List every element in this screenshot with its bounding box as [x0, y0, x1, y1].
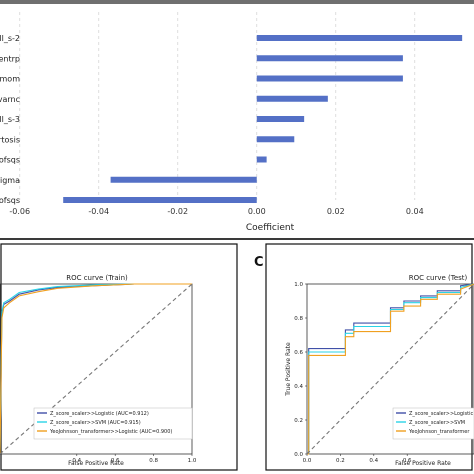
chance-line — [0, 283, 193, 455]
legend-label: Z_score_scaler>>Logistic — [409, 411, 473, 417]
x-tick-label: -0.02 — [167, 207, 188, 216]
top-border — [0, 0, 474, 4]
x-tick-label: 0.4 — [369, 458, 378, 464]
roc-line — [0, 283, 192, 455]
roc-lines — [306, 283, 474, 455]
x-tick-label: -0.06 — [9, 207, 30, 216]
roc-test-chart: C ROC curve (Test) 0.0 0.2 0.4 0.6 0.00.20.… — [254, 243, 474, 471]
y-tick-label: 0.4 — [294, 384, 303, 390]
x-tick-label: 0.8 — [149, 458, 158, 464]
category-label: all_s-3 — [0, 115, 20, 124]
x-tick-labels: 0.4 0.6 0.8 1.0 — [72, 454, 197, 464]
legend-label: Z_score_scaler>>Logistic (AUC=0.912) — [50, 411, 149, 417]
x-axis-label: Coefficient — [246, 223, 295, 233]
panel-frame — [265, 243, 473, 471]
chance-line — [306, 283, 474, 455]
bar — [256, 75, 403, 82]
panel-label: C — [254, 255, 264, 270]
y-tick-label: 0.8 — [294, 316, 303, 322]
category-label: entrp — [0, 54, 20, 63]
x-tick-label: 0.4 — [72, 458, 81, 464]
roc-line — [307, 283, 474, 455]
x-axis-label: False Positive Rate — [395, 460, 451, 467]
plot-area — [306, 283, 474, 455]
panel-divider — [0, 238, 474, 240]
y-tick-label: 1.0 — [294, 282, 303, 288]
bar — [256, 55, 403, 62]
legend-label: YeoJohnson_transformer — [408, 429, 470, 435]
bar — [256, 156, 267, 163]
legend-box — [392, 407, 474, 440]
plot-area — [0, 283, 193, 455]
x-tick-label: 1.0 — [188, 458, 197, 464]
y-tick-label: 0.2 — [294, 418, 303, 424]
x-tick-label: 0.6 — [111, 458, 120, 464]
category-label: all_s-2 — [0, 34, 20, 43]
roc-line — [307, 283, 474, 455]
y-tick-label: 0.6 — [294, 350, 303, 356]
legend-box — [33, 407, 193, 440]
y-axis-label: True Positive Rate — [285, 342, 292, 397]
x-axis-label: False Positive Rate — [68, 460, 124, 467]
y-tick-label: 0.0 — [294, 452, 303, 458]
x-tick-label: 0.0 — [303, 458, 312, 464]
category-label: ofsqs — [0, 156, 20, 165]
grid-lines — [19, 12, 416, 200]
x-tick-label: 0.04 — [406, 207, 424, 216]
x-tick-label: 0.6 — [403, 458, 412, 464]
x-tick-labels: 0.0 0.2 0.4 0.6 — [303, 454, 412, 464]
category-label: ofsqs — [0, 196, 20, 205]
x-tick-labels: -0.06 -0.04 -0.02 0.00 0.02 0.04 — [9, 207, 423, 216]
roc-line — [307, 283, 474, 455]
bar — [256, 116, 305, 122]
bar — [256, 35, 463, 41]
legend-label: YeoJohnson_transformer>>Logistic (AUC=0.… — [49, 429, 172, 435]
category-label: varnc — [0, 95, 20, 104]
x-tick-label: 0.02 — [327, 207, 345, 216]
x-tick-label: -0.04 — [88, 207, 109, 216]
legend-label: Z_score_scaler>>SVM — [409, 420, 465, 426]
chart-title: ROC curve (Train) — [66, 274, 128, 282]
legend: Z_score_scaler>>Logistic Z_score_scaler>>… — [392, 407, 474, 440]
legend-label: Z_score_scaler>>SVM (AUC=0.915) — [50, 420, 141, 426]
chart-title: ROC curve (Test) — [409, 274, 468, 282]
roc-train-chart: ROC curve (Train) 0.4 0.6 0.8 1.0 False Pos… — [0, 243, 238, 471]
category-label: mom — [0, 75, 20, 84]
bar — [63, 197, 257, 203]
x-tick-label: 0.00 — [248, 207, 266, 216]
x-tick-label: 0.2 — [336, 458, 345, 464]
bar — [256, 136, 295, 143]
roc-lines — [0, 283, 193, 455]
bars — [63, 35, 463, 203]
category-label: rtosis — [0, 135, 20, 144]
legend: Z_score_scaler>>Logistic (AUC=0.912) Z_sc… — [33, 407, 193, 440]
bar — [110, 176, 257, 183]
bar — [256, 95, 328, 102]
y-tick-labels: 0.0 0.2 0.4 0.6 0.8 1.0 — [294, 282, 307, 458]
